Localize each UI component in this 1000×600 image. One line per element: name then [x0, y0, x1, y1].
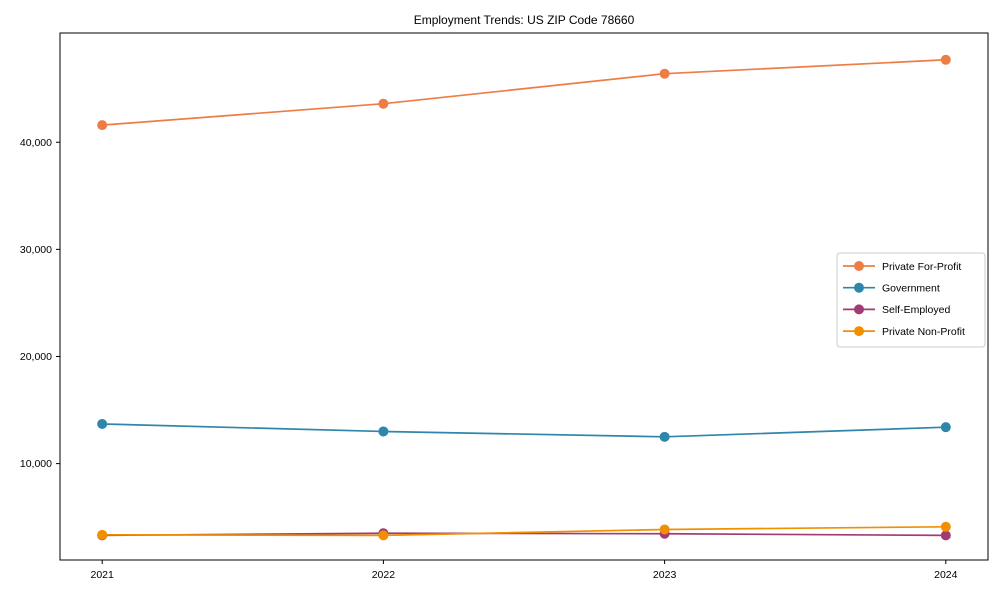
legend-box: [836, 252, 986, 348]
data-point-private-for-profit: [940, 54, 951, 65]
series-line-private-for-profit: [101, 58, 947, 126]
data-point-private-non-profit: [659, 524, 670, 535]
y-axis-tick-label: 10,000: [20, 458, 52, 470]
series-line-government: [101, 423, 947, 438]
x-axis-tick-label: 2021: [91, 569, 115, 581]
plot-area-spines: [59, 32, 989, 561]
legend-marker-government: [854, 282, 864, 293]
data-point-self-employed: [940, 530, 951, 541]
data-point-government: [97, 418, 108, 429]
y-axis-tick-label: 30,000: [20, 244, 52, 256]
data-point-private-for-profit: [659, 68, 670, 79]
legend-label-self-employed: Self-Employed: [882, 304, 950, 316]
x-axis-tick-label: 2023: [653, 569, 677, 581]
data-point-government: [659, 431, 670, 442]
legend-label-private-non-profit: Private Non-Profit: [882, 326, 965, 338]
legend-marker-private-non-profit: [854, 326, 864, 337]
data-point-private-non-profit: [97, 529, 108, 540]
legend-label-government: Government: [882, 283, 940, 295]
legend-marker-self-employed: [854, 304, 864, 315]
x-axis-tick-label: 2024: [934, 569, 958, 581]
data-point-private-for-profit: [97, 120, 108, 131]
data-point-private-non-profit: [378, 530, 389, 541]
data-point-government: [940, 422, 951, 433]
legend-marker-private-for-profit: [854, 261, 864, 271]
y-axis-tick-label: 20,000: [20, 351, 52, 363]
legend-label-private-for-profit: Private For-Profit: [882, 261, 961, 273]
x-axis-tick-label: 2022: [372, 569, 396, 581]
series-line-private-non-profit: [101, 525, 947, 537]
data-point-government: [378, 426, 389, 437]
chart-title: Employment Trends: US ZIP Code 78660: [413, 13, 635, 27]
data-point-private-non-profit: [940, 521, 951, 532]
data-point-private-for-profit: [378, 98, 389, 109]
y-axis-tick-label: 40,000: [20, 137, 52, 149]
